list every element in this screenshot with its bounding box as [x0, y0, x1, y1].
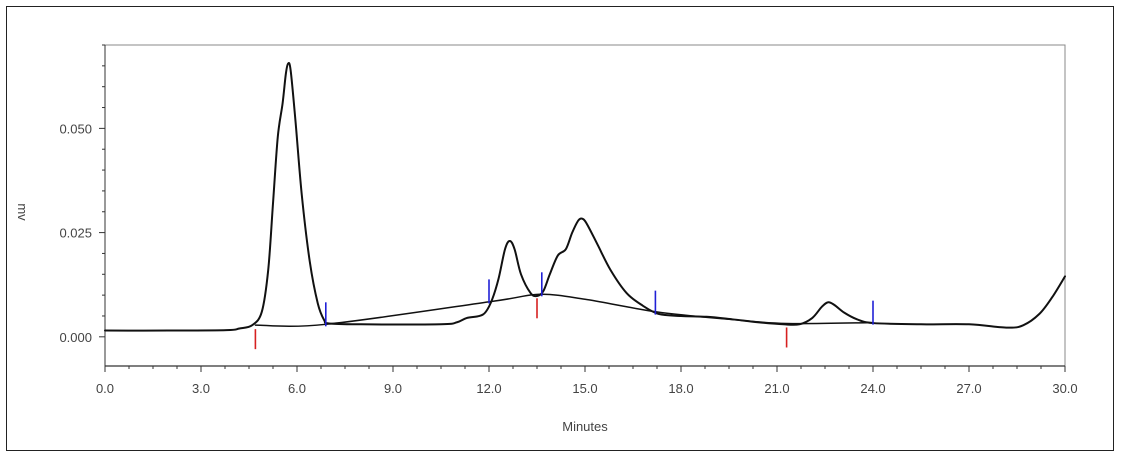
- chart-axes: [104, 44, 1066, 367]
- x-tick-label: 12.0: [476, 381, 501, 396]
- plot-area-border: [104, 44, 1066, 367]
- y-axis-title: mv: [15, 203, 30, 221]
- x-tick-label: 6.0: [288, 381, 306, 396]
- chromatogram-trace: [104, 61, 1066, 332]
- x-tick-label: 0.0: [96, 381, 114, 396]
- integration-baseline: [254, 293, 874, 328]
- x-tick-label: 30.0: [1052, 381, 1077, 396]
- x-tick-label: 9.0: [384, 381, 402, 396]
- x-tick-label: 27.0: [956, 381, 981, 396]
- integration-markers: [254, 272, 874, 350]
- x-tick-label: 21.0: [764, 381, 789, 396]
- x-tick-label: 24.0: [860, 381, 885, 396]
- y-tick-label: 0.000: [59, 330, 92, 345]
- y-tick-label: 0.050: [59, 121, 92, 136]
- chart-frame: [6, 6, 1114, 451]
- chart-traces: [104, 61, 1066, 332]
- y-tick-label: 0.025: [59, 226, 92, 241]
- x-tick-label: 15.0: [572, 381, 597, 396]
- x-tick-label: 18.0: [668, 381, 693, 396]
- chart-ticks: 0.0 3.0 6.0 9.0 12.0 15.0 18.0 21.0 24.0 27.0 30.0…: [59, 44, 1078, 396]
- x-axis-title: Minutes: [562, 419, 608, 434]
- x-tick-label: 3.0: [192, 381, 210, 396]
